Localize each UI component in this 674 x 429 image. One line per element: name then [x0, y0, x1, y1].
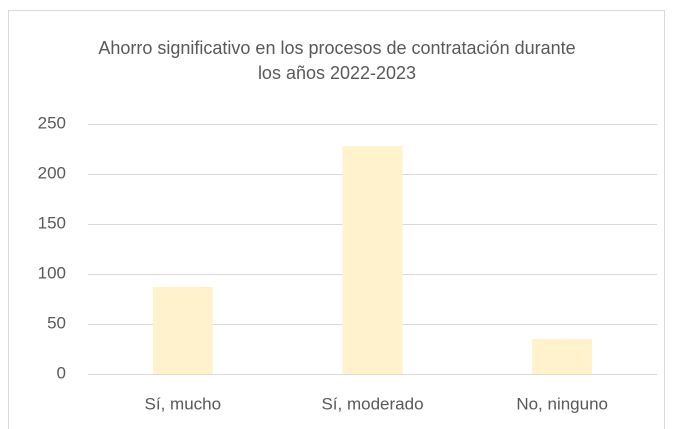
y-tick-label: 250	[38, 113, 66, 132]
y-tick-label: 0	[57, 363, 66, 382]
y-tick-label: 100	[38, 263, 66, 282]
x-tick-label: Sí, mucho	[145, 394, 222, 413]
chart-title: Ahorro significativo en los procesos de …	[98, 38, 576, 83]
x-tick-label: Sí, moderado	[321, 394, 423, 413]
bar	[342, 146, 403, 374]
chart-border	[8, 10, 665, 429]
x-tick-label: No, ninguno	[516, 394, 608, 413]
y-tick-label: 150	[38, 213, 66, 232]
bar	[532, 339, 593, 374]
y-tick-label: 50	[47, 313, 66, 332]
y-tick-label: 200	[38, 163, 66, 182]
bar	[152, 287, 213, 374]
